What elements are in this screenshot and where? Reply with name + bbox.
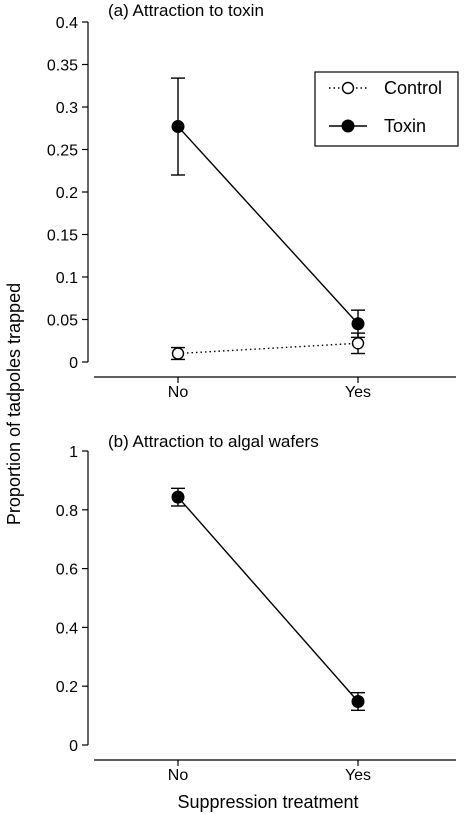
panel-b-y-tick-label: 0.6 bbox=[56, 562, 78, 579]
panel-b-algal-wafers: (b) Attraction to algal wafers 0 0.2 0.4 0.… bbox=[56, 432, 456, 784]
legend-control-marker bbox=[341, 81, 355, 95]
panel-a-x-tick-label: Yes bbox=[345, 384, 371, 401]
panel-a-series-control-point bbox=[351, 337, 365, 350]
panel-b-x-tick-label: No bbox=[168, 767, 189, 784]
panel-b-y-tick-label: 0.2 bbox=[56, 679, 78, 696]
panel-b-series-toxin-point bbox=[351, 694, 365, 708]
panel-a-y-tick-label: 0.4 bbox=[56, 15, 78, 32]
panel-b-title: (b) Attraction to algal wafers bbox=[108, 432, 319, 451]
x-axis-title: Suppression treatment bbox=[177, 792, 358, 812]
panel-a-series-toxin-point bbox=[171, 120, 185, 134]
panel-a-y-tick-label: 0.15 bbox=[47, 228, 78, 245]
panel-a-series-control-line bbox=[177, 342, 359, 355]
panel-b-x-tick-label: Yes bbox=[345, 767, 371, 784]
panel-b-series-toxin-point bbox=[171, 490, 185, 504]
panel-b-y-tick-label: 0.4 bbox=[56, 620, 78, 637]
panel-a-series-toxin-line bbox=[177, 126, 359, 325]
panel-a-title: (a) Attraction to toxin bbox=[108, 1, 264, 20]
legend: Control Toxin bbox=[314, 71, 459, 147]
legend-control-label: Control bbox=[384, 78, 442, 98]
panel-a-series-toxin-point bbox=[351, 317, 365, 331]
legend-toxin-label: Toxin bbox=[384, 116, 426, 136]
panel-a-series-control-point bbox=[171, 347, 185, 360]
panel-b-y-tick-label: 0 bbox=[69, 738, 78, 755]
legend-box bbox=[314, 71, 459, 147]
legend-toxin-marker bbox=[341, 119, 355, 133]
panel-b-y-tick-label: 1 bbox=[69, 444, 78, 461]
panel-a-y-tick-label: 0 bbox=[69, 355, 78, 372]
panel-a-y-tick-label: 0.35 bbox=[47, 58, 78, 75]
panel-a-y-tick-label: 0.1 bbox=[56, 270, 78, 287]
panel-b-series-toxin-line bbox=[177, 496, 359, 702]
panel-a-y-tick-label: 0.05 bbox=[47, 313, 78, 330]
panel-a-y-tick-label: 0.3 bbox=[56, 100, 78, 117]
y-axis-title: Proportion of tadpoles trapped bbox=[4, 283, 24, 525]
panel-a-y-tick-label: 0.2 bbox=[56, 185, 78, 202]
panel-a-toxin: (a) Attraction to toxin 0 0.05 0.1 0.15 0.2 0… bbox=[47, 1, 456, 401]
panel-a-x-tick-label: No bbox=[168, 384, 189, 401]
panel-a-y-tick-label: 0.25 bbox=[47, 143, 78, 160]
panel-b-y-tick-label: 0.8 bbox=[56, 503, 78, 520]
